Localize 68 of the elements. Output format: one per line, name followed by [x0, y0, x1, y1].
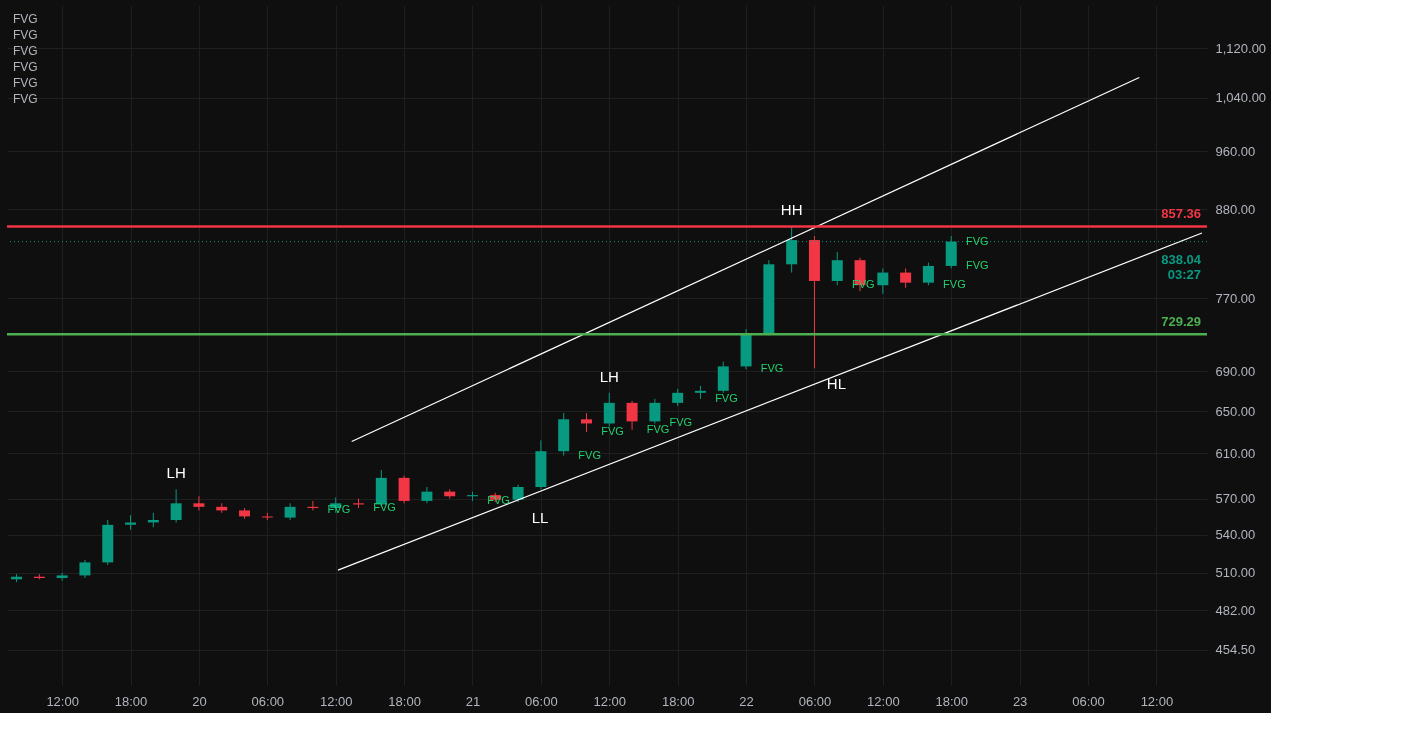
candlestick [580, 412, 592, 433]
y-tick-label: 880.00 [1215, 201, 1256, 217]
annotation: FVG [669, 416, 693, 429]
x-tick-label: 06:00 [525, 693, 558, 709]
y-tick-label: 690.00 [1215, 363, 1256, 379]
annotation: FVG [13, 60, 38, 74]
x-tick-label: 18:00 [661, 693, 695, 709]
annotation: LH [599, 367, 619, 385]
ref-line-label: 857.36 [1161, 206, 1201, 222]
x-tick-label: 20 [192, 693, 207, 709]
x-tick-label: 18:00 [388, 693, 421, 709]
x-tick-label: 22 [739, 693, 754, 709]
y-tick-label: 482.00 [1215, 602, 1256, 618]
candlestick [603, 392, 615, 428]
candlestick [398, 475, 410, 504]
annotation: HH [780, 201, 803, 219]
x-tick-label: 23 [1012, 693, 1028, 709]
candlestick [626, 400, 638, 431]
candlestick [900, 267, 912, 289]
x-tick-label: 12:00 [319, 693, 353, 709]
y-tick-label: 540.00 [1215, 527, 1256, 543]
annotation: FVG [13, 12, 38, 26]
candlestick [79, 559, 91, 579]
annotation: FVG [13, 92, 38, 106]
x-tick-label: 12:00 [46, 693, 79, 709]
y-tick-label: 650.00 [1215, 403, 1256, 419]
y-tick-label: 1,040.00 [1215, 90, 1267, 106]
candlestick [193, 495, 205, 511]
annotation: FVG [578, 448, 601, 461]
y-tick-label: 570.00 [1215, 491, 1256, 507]
candlestick [649, 398, 661, 424]
y-tick-label: 1,120.00 [1215, 40, 1267, 56]
candlestick [831, 251, 843, 286]
annotation: HL [826, 375, 847, 393]
annotation: FVG [373, 501, 396, 514]
annotation: FVG [965, 234, 989, 247]
ref-line-label: 838.04 03:27 [1161, 251, 1202, 282]
annotation: FVG [487, 493, 510, 506]
x-tick-label: 06:00 [1072, 693, 1105, 709]
annotation: FVG [760, 362, 784, 375]
y-tick-label: 960.00 [1215, 143, 1256, 159]
annotation: FVG [327, 503, 351, 516]
annotation: FVG [715, 391, 738, 404]
candlestick [922, 262, 934, 286]
annotation: FVG [943, 278, 966, 291]
candlestick [170, 488, 182, 523]
annotation: FVG [601, 424, 624, 437]
x-tick-label: 06:00 [798, 693, 832, 709]
annotation: FVG [13, 76, 38, 90]
x-tick-label: 12:00 [593, 693, 627, 709]
x-tick-label: 18:00 [114, 693, 148, 709]
y-tick-label: 454.50 [1215, 642, 1256, 658]
x-tick-label: 12:00 [867, 693, 900, 709]
y-tick-label: 610.00 [1215, 445, 1256, 461]
x-tick-label: 06:00 [251, 693, 285, 709]
x-tick-label: 12:00 [1140, 693, 1174, 709]
annotation: LL [531, 509, 549, 527]
annotation: FVG [646, 422, 670, 435]
x-tick-label: 18:00 [935, 693, 969, 709]
candlestick [877, 267, 889, 295]
annotation: FVG [13, 28, 38, 42]
y-tick-label: 770.00 [1215, 290, 1256, 306]
annotation: FVG [965, 258, 989, 271]
annotation: LH [166, 464, 186, 482]
x-tick-label: 21 [465, 693, 481, 709]
y-tick-label: 510.00 [1215, 565, 1256, 581]
annotation: FVG [13, 44, 38, 58]
ref-line-label: 729.29 [1161, 314, 1201, 330]
